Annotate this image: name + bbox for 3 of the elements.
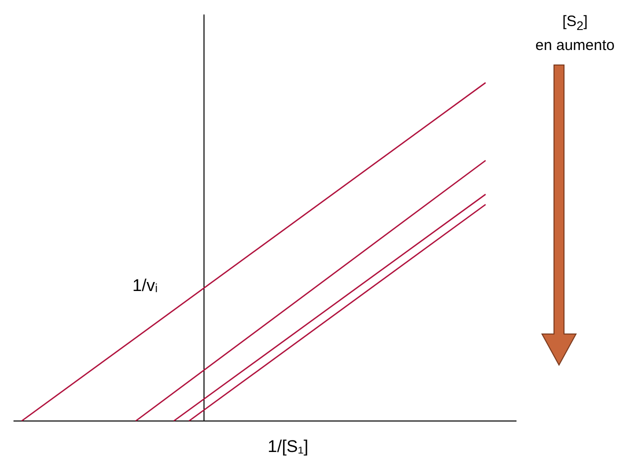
- text: [S$_{2}$] en aumento: [534, 12, 616, 55]
- y-axis-title: 1/vᵢ: [131, 275, 159, 296]
- x-axis-title: 1/[S₁]: [266, 436, 310, 457]
